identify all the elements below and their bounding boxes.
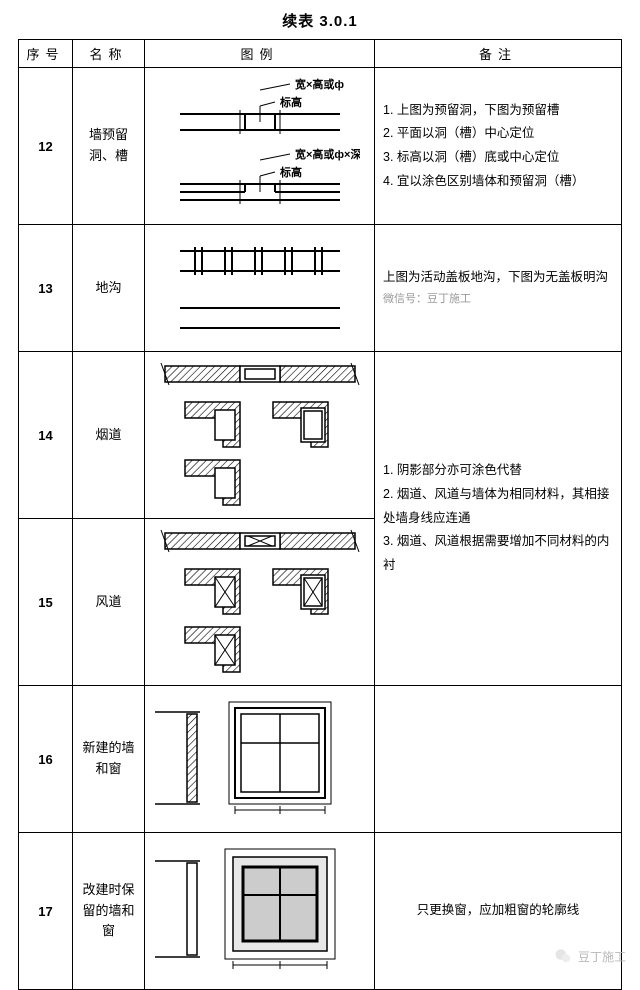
header-num: 序号 [19,40,73,68]
cell-num-16: 16 [19,686,73,833]
legend-table: 序号 名称 图例 备注 12 墙预留洞、槽 宽×高或ф 标高 [18,39,622,990]
note-item: 1. 上图为预留洞，下图为预留槽 [383,99,613,123]
watermark: 豆丁施工 [554,947,626,965]
cell-name-15: 风道 [73,519,145,686]
wechat-icon [554,947,572,965]
cell-num-12: 12 [19,68,73,225]
table-row: 14 烟道 [19,352,622,519]
table-header-row: 序号 名称 图例 备注 [19,40,622,68]
cell-name-14: 烟道 [73,352,145,519]
table-row: 17 改建时保留的墙和窗 [19,833,622,990]
cell-fig-16 [145,686,375,833]
table-row: 13 地沟 [19,225,622,352]
cell-fig-15 [145,519,375,686]
cell-fig-12: 宽×高或ф 标高 宽×高或ф×深 标高 [145,68,375,225]
note-text: 上图为活动盖板地沟，下图为无盖板明沟 [383,266,613,290]
cell-name-13: 地沟 [73,225,145,352]
table-row: 16 新建的墙和窗 [19,686,622,833]
table-title: 续表 3.0.1 [18,10,622,31]
cell-fig-14 [145,352,375,519]
cell-num-17: 17 [19,833,73,990]
cell-note-13: 上图为活动盖板地沟，下图为无盖板明沟 微信号：豆丁施工 [375,225,622,352]
cell-note-17: 只更换窗，应加粗窗的轮廓线 [375,833,622,990]
cell-num-13: 13 [19,225,73,352]
watermark-text: 豆丁施工 [578,948,626,965]
cell-name-16: 新建的墙和窗 [73,686,145,833]
cell-name-12: 墙预留洞、槽 [73,68,145,225]
note-item: 2. 平面以洞（槽）中心定位 [383,122,613,146]
cell-note-16 [375,686,622,833]
cell-note-14-15: 1. 阴影部分亦可涂色代替 2. 烟道、风道与墙体为相同材料，其相接处墙身线应连… [375,352,622,686]
cell-name-17: 改建时保留的墙和窗 [73,833,145,990]
cell-note-12: 1. 上图为预留洞，下图为预留槽 2. 平面以洞（槽）中心定位 3. 标高以洞（… [375,68,622,225]
cell-fig-13 [145,225,375,352]
note-subtext: 微信号：豆丁施工 [383,289,613,310]
note-item: 3. 烟道、风道根据需要增加不同材料的内衬 [383,530,613,578]
svg-text:标高: 标高 [279,165,302,179]
note-item: 4. 宜以涂色区别墙体和预留洞（槽） [383,170,613,194]
note-item: 1. 阴影部分亦可涂色代替 [383,459,613,483]
note-item: 2. 烟道、风道与墙体为相同材料，其相接处墙身线应连通 [383,483,613,531]
cell-fig-17 [145,833,375,990]
svg-text:宽×高或ф: 宽×高或ф [294,77,344,91]
header-name: 名称 [73,40,145,68]
note-item: 3. 标高以洞（槽）底或中心定位 [383,146,613,170]
header-fig: 图例 [145,40,375,68]
table-row: 12 墙预留洞、槽 宽×高或ф 标高 宽×高或ф×深 [19,68,622,225]
svg-text:标高: 标高 [279,95,302,109]
cell-num-15: 15 [19,519,73,686]
header-note: 备注 [375,40,622,68]
svg-text:宽×高或ф×深: 宽×高或ф×深 [294,147,360,161]
cell-num-14: 14 [19,352,73,519]
